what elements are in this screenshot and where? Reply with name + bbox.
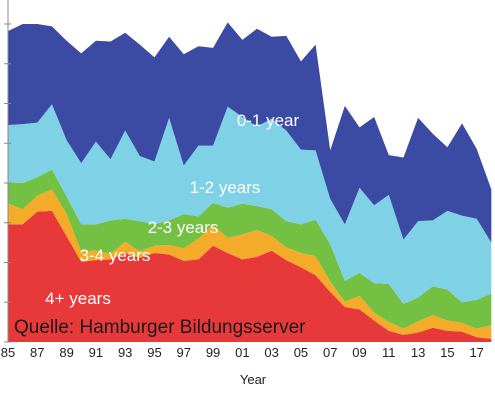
x-axis-tick-labels: 85 87 89 91 93 95 97 99 01 03 05 07 09 11 13 15 17: [1, 345, 484, 360]
x-tick-label: 97: [177, 345, 191, 360]
x-tick-label: 91: [89, 345, 103, 360]
x-tick-label: 07: [323, 345, 337, 360]
area-3-4-years: [8, 189, 492, 339]
area-0-1-year: [8, 22, 492, 243]
series-label: 3-4 years: [80, 246, 151, 265]
series-label: 0-1 year: [237, 111, 300, 130]
x-tick-label: 93: [118, 345, 132, 360]
x-axis-title: Year: [240, 372, 267, 387]
x-tick-label: 09: [352, 345, 366, 360]
x-tick-label: 85: [1, 345, 15, 360]
series-labels: 4+ years 3-4 years 2-3 years 1-2 years 0-1 y…: [45, 111, 299, 308]
area-1-2-years: [8, 104, 492, 304]
x-tick-label: 87: [30, 345, 44, 360]
x-tick-label: 15: [440, 345, 454, 360]
x-tick-label: 99: [206, 345, 220, 360]
x-tick-label: 05: [294, 345, 308, 360]
x-tick-label: 13: [411, 345, 425, 360]
area-4-years: [8, 210, 492, 342]
source-annotation: Quelle: Hamburger Bildungsserver: [14, 317, 306, 338]
area-2-3-years: [8, 169, 492, 329]
x-tick-label: 01: [235, 345, 249, 360]
x-tick-label: 11: [382, 345, 396, 360]
x-tick-label: 03: [264, 345, 278, 360]
x-tick-label: 95: [147, 345, 161, 360]
area-series-group: [8, 22, 492, 342]
series-label: 4+ years: [45, 289, 111, 308]
series-label: 1-2 years: [190, 178, 261, 197]
series-label: 2-3 years: [148, 218, 219, 237]
x-tick-label: 17: [469, 345, 483, 360]
x-tick-label: 89: [59, 345, 73, 360]
y-axis-ticks: [4, 23, 11, 343]
